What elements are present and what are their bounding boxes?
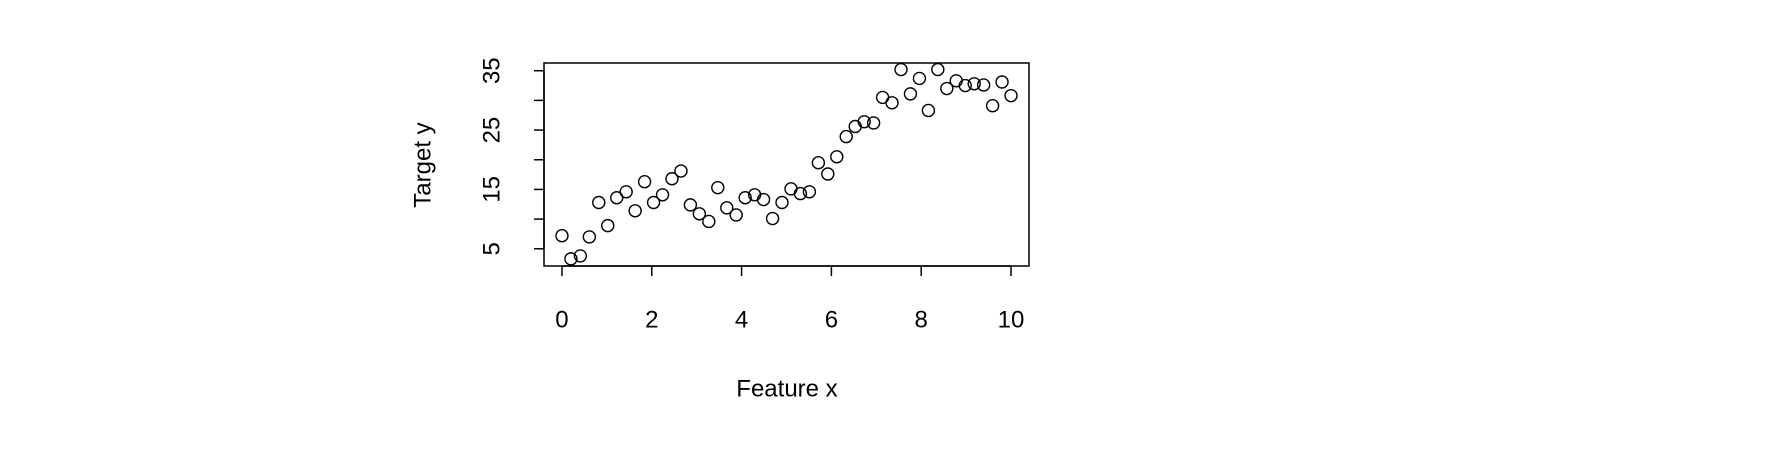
point	[592, 195, 606, 210]
point	[610, 191, 624, 205]
point	[958, 78, 972, 93]
point	[628, 204, 642, 218]
point	[839, 129, 853, 144]
x-axis-label: Feature x	[736, 375, 837, 402]
point	[555, 229, 569, 243]
point	[967, 77, 981, 91]
point	[702, 214, 716, 229]
point	[985, 99, 1000, 113]
x-tick-label: 10	[998, 306, 1025, 333]
point	[912, 71, 927, 86]
point	[637, 175, 652, 189]
point	[1004, 88, 1018, 103]
point	[564, 252, 578, 266]
point	[894, 62, 908, 77]
point	[646, 195, 661, 210]
point	[995, 75, 1009, 89]
y-tick-label: 15	[478, 176, 505, 203]
y-tick-label: 25	[478, 117, 505, 144]
point	[940, 81, 954, 96]
point	[949, 74, 963, 88]
point	[720, 201, 734, 215]
point	[775, 195, 789, 210]
point	[729, 208, 743, 222]
point	[802, 185, 817, 199]
plot-frame	[543, 62, 1030, 267]
y-tick-label: 5	[478, 242, 505, 255]
point	[885, 96, 899, 110]
point	[665, 172, 679, 186]
y-tick-label: 35	[478, 57, 505, 84]
point	[619, 185, 633, 199]
point	[793, 186, 808, 201]
point	[976, 78, 991, 92]
point	[573, 249, 588, 263]
point	[756, 192, 771, 207]
point	[931, 62, 945, 77]
point	[857, 115, 871, 129]
point	[765, 211, 780, 226]
y-axis-label: Target y	[409, 122, 436, 207]
point	[821, 167, 835, 181]
point	[811, 156, 826, 170]
point	[903, 87, 918, 101]
x-tick-label: 2	[645, 306, 658, 333]
point	[738, 191, 752, 205]
point	[848, 119, 862, 134]
point	[692, 207, 707, 221]
x-tick-label: 8	[915, 306, 928, 333]
point	[866, 116, 881, 130]
point	[674, 164, 688, 178]
point	[601, 218, 615, 233]
x-tick-label: 4	[735, 306, 748, 333]
point	[582, 230, 597, 244]
point	[784, 182, 798, 196]
x-tick-label: 0	[555, 306, 568, 333]
point	[921, 103, 936, 118]
point	[655, 188, 670, 202]
point	[711, 180, 725, 195]
point	[830, 150, 844, 164]
point	[683, 198, 698, 212]
x-tick-label: 6	[825, 306, 838, 333]
